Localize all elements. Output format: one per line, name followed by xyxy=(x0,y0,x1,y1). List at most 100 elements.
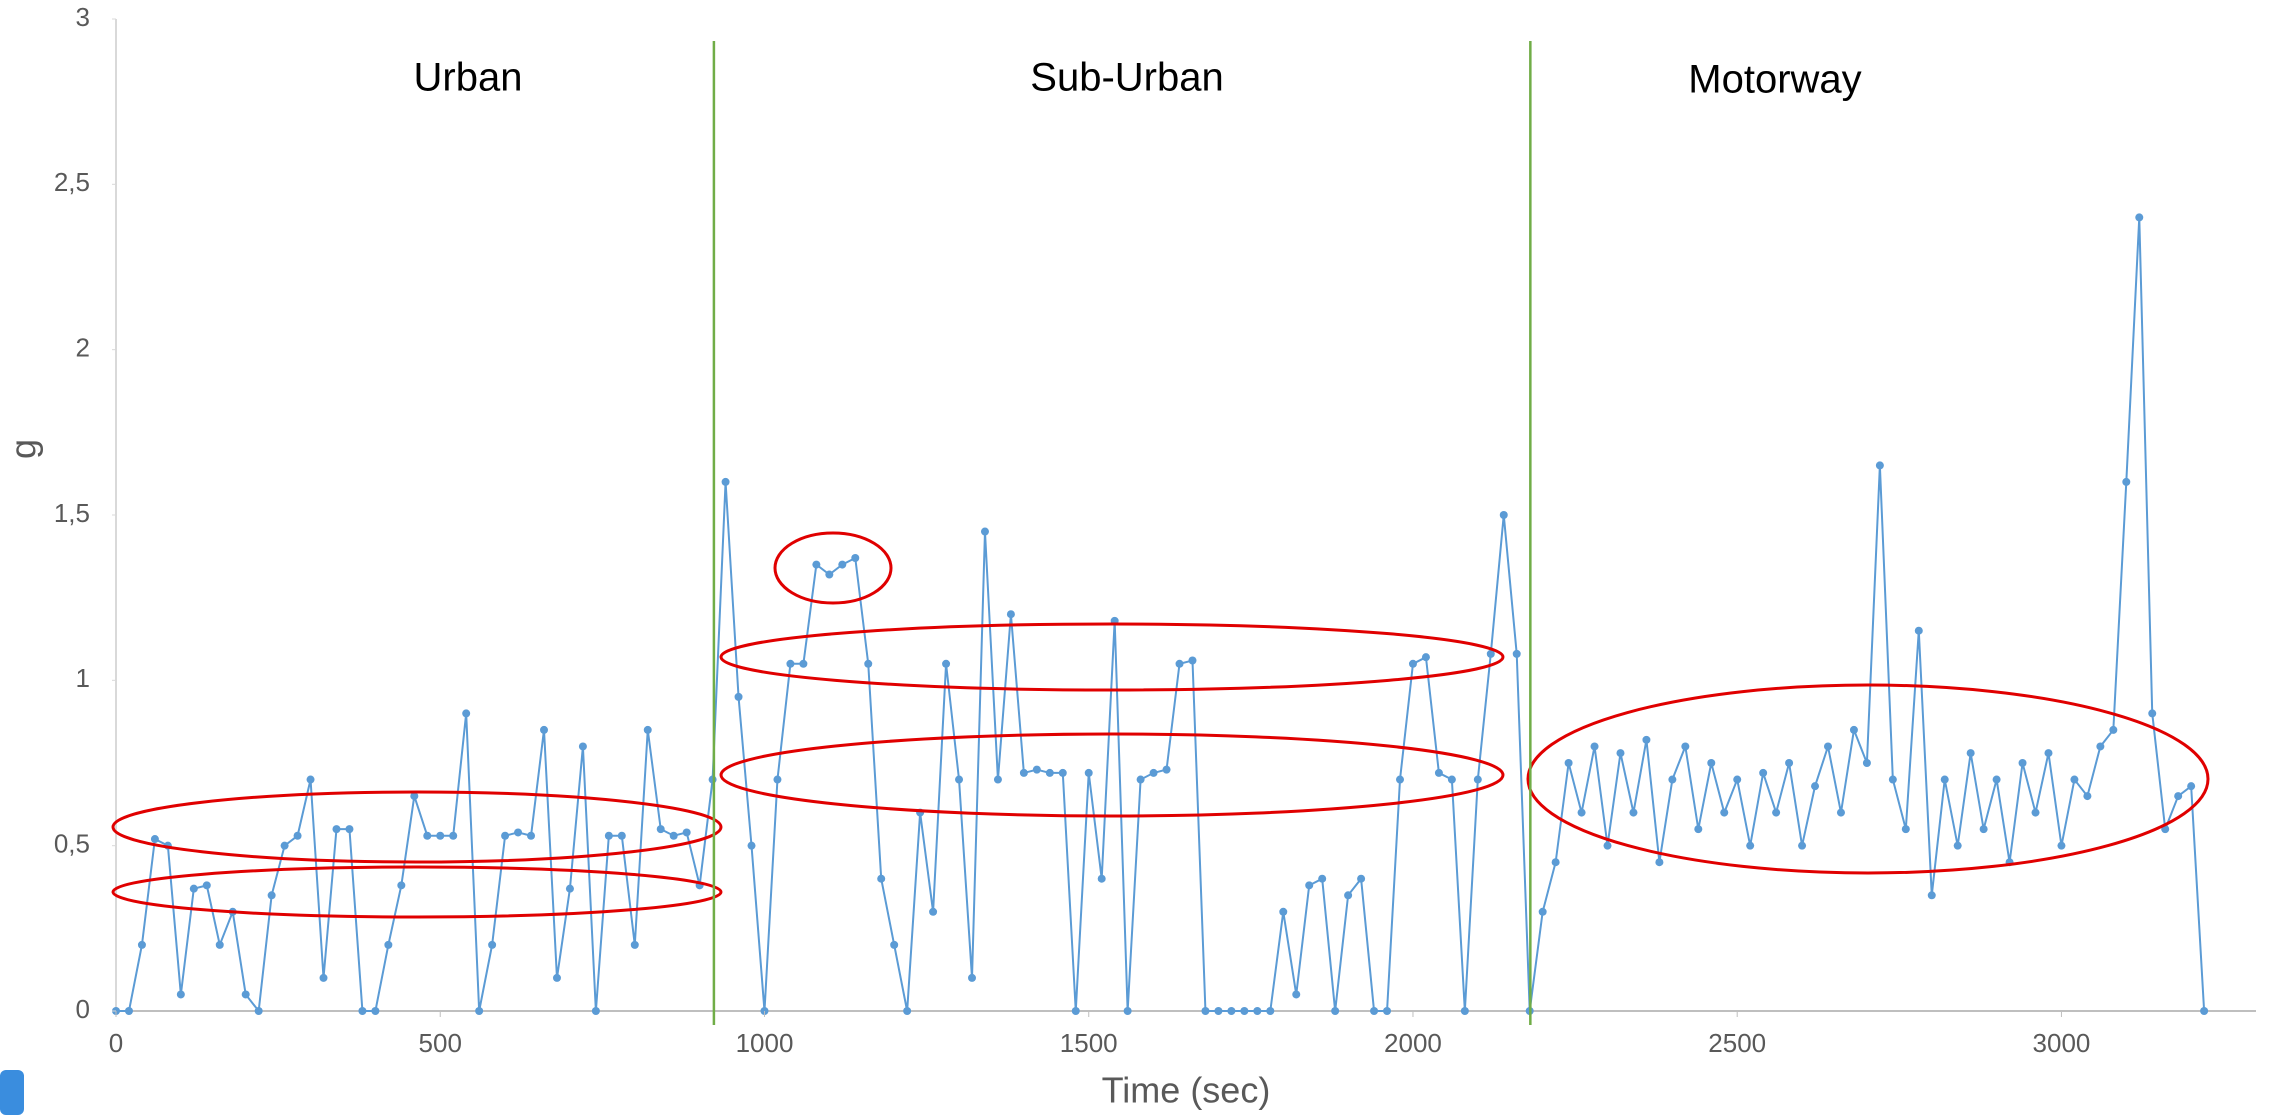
highlight-ellipse xyxy=(773,531,893,605)
data-point xyxy=(1408,659,1417,668)
data-point xyxy=(656,825,665,834)
data-point xyxy=(1305,881,1314,890)
data-point xyxy=(1396,775,1404,784)
data-point xyxy=(1979,825,1988,834)
data-point xyxy=(968,973,976,982)
data-point xyxy=(630,940,639,949)
x-axis-title: Time (sec) xyxy=(1102,1070,1271,1111)
data-point xyxy=(980,527,989,536)
data-point xyxy=(1836,808,1845,817)
data-point xyxy=(1097,874,1106,883)
data-point xyxy=(475,1007,484,1015)
data-point xyxy=(1006,610,1015,619)
data-point xyxy=(1434,768,1443,777)
data-point xyxy=(1486,649,1495,658)
data-point xyxy=(2174,792,2183,801)
data-point xyxy=(2044,749,2053,758)
data-point xyxy=(1370,1007,1379,1015)
data-point xyxy=(1292,990,1301,999)
data-point xyxy=(1733,775,1742,784)
data-point xyxy=(1914,626,1923,635)
data-point xyxy=(734,692,743,701)
x-tick-label: 2500 xyxy=(1708,1028,1766,1058)
data-point xyxy=(877,874,886,883)
y-tick-label: 0 xyxy=(76,994,90,1024)
data-point xyxy=(423,831,432,840)
data-point xyxy=(1240,1007,1249,1015)
data-point xyxy=(1811,782,1820,791)
highlight-ellipse xyxy=(111,865,723,919)
data-point xyxy=(2122,477,2131,486)
data-point xyxy=(1357,874,1366,883)
data-point xyxy=(1759,768,1768,777)
data-point xyxy=(1149,768,1158,777)
data-point xyxy=(1383,1007,1392,1015)
data-point xyxy=(540,725,548,734)
data-point xyxy=(1512,649,1521,658)
data-point xyxy=(942,659,951,668)
data-point xyxy=(1460,1007,1469,1015)
data-point xyxy=(1279,907,1288,916)
data-point xyxy=(825,570,834,579)
data-point xyxy=(215,940,224,949)
data-point xyxy=(150,835,159,844)
x-tick-label: 3000 xyxy=(2033,1028,2091,1058)
data-point xyxy=(1058,768,1067,777)
data-point xyxy=(1940,775,1949,784)
data-point xyxy=(1266,1007,1275,1015)
data-point xyxy=(527,831,536,840)
data-point xyxy=(903,1007,912,1015)
data-point xyxy=(306,775,315,784)
region-label: Sub-Urban xyxy=(1030,56,1223,100)
data-point xyxy=(1473,775,1482,784)
highlight-ellipse xyxy=(111,790,723,864)
highlight-ellipse xyxy=(719,732,1505,818)
data-point xyxy=(1849,725,1858,734)
logo xyxy=(0,1070,24,1115)
data-point xyxy=(384,940,393,949)
y-tick-label: 3 xyxy=(76,2,90,32)
data-point xyxy=(1538,907,1547,916)
data-point xyxy=(202,881,211,890)
data-point xyxy=(2096,742,2105,751)
data-point xyxy=(812,560,821,569)
data-point xyxy=(358,1007,367,1015)
x-tick-label: 0 xyxy=(109,1028,123,1058)
data-point xyxy=(1953,841,1962,850)
data-point xyxy=(1214,1007,1223,1015)
data-point xyxy=(1577,808,1586,817)
data-point xyxy=(682,828,691,837)
data-point xyxy=(1888,775,1897,784)
data-point xyxy=(1694,825,1703,834)
data-point xyxy=(1707,759,1716,767)
plot-area xyxy=(112,213,2209,1015)
data-point xyxy=(747,841,756,850)
data-point xyxy=(1629,808,1638,817)
data-point xyxy=(708,775,717,784)
y-tick-label: 1,5 xyxy=(54,498,90,528)
data-point xyxy=(1901,825,1910,834)
data-point xyxy=(501,831,510,840)
data-point xyxy=(565,884,574,893)
data-point xyxy=(1136,775,1145,784)
data-point xyxy=(1603,841,1612,850)
data-point xyxy=(1798,841,1807,850)
data-point xyxy=(1447,775,1456,784)
highlight-ellipse xyxy=(719,622,1505,692)
data-point xyxy=(799,659,808,668)
data-point xyxy=(955,775,964,784)
data-point xyxy=(1175,659,1184,668)
data-point xyxy=(578,742,587,751)
data-point xyxy=(2018,759,2027,767)
data-point xyxy=(993,775,1002,784)
data-point xyxy=(1590,742,1599,751)
data-point xyxy=(332,825,341,834)
data-point xyxy=(1123,1007,1132,1015)
data-point xyxy=(1642,735,1651,744)
data-point xyxy=(1162,765,1171,774)
data-point xyxy=(1032,765,1041,774)
data-point xyxy=(1746,841,1755,850)
data-point xyxy=(1551,858,1560,867)
data-point xyxy=(2057,841,2066,850)
data-point xyxy=(449,831,458,840)
